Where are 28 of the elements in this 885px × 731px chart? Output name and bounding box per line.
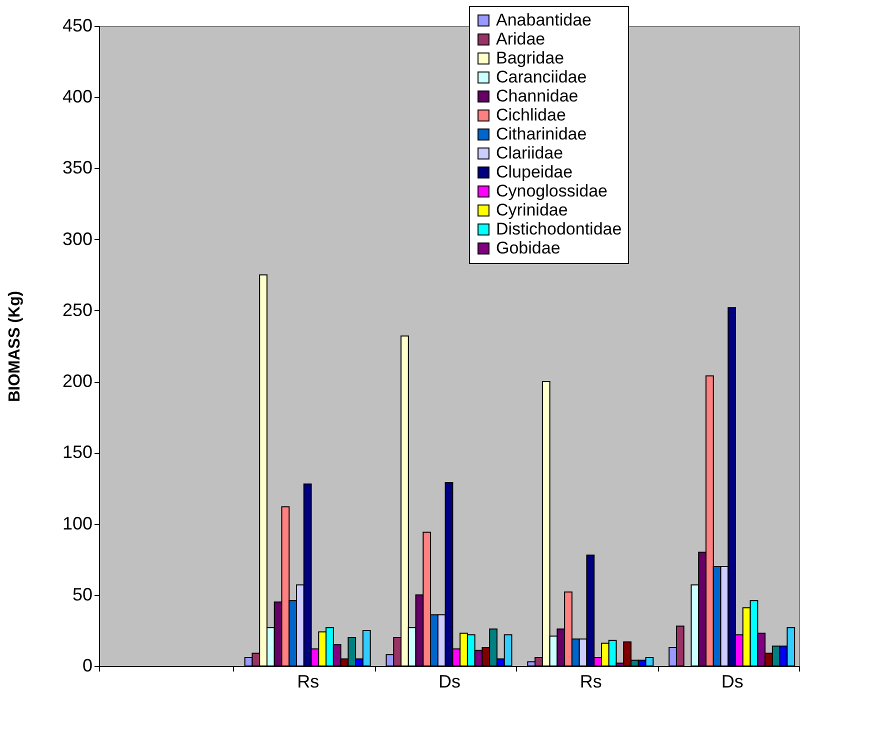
- y-tick-label: 450: [62, 16, 92, 36]
- legend-label: Cynoglossidae: [496, 182, 608, 200]
- y-tick-label: 50: [72, 584, 92, 604]
- x-tick-label: Ds: [721, 672, 744, 692]
- legend-label: Bagridae: [496, 48, 564, 68]
- y-tick-label: 350: [62, 158, 92, 178]
- legend-label: Caranciidae: [496, 68, 587, 86]
- legend-label: Citharinidae: [496, 124, 587, 144]
- legend-label: Aridae: [496, 30, 546, 48]
- y-tick-label: 250: [62, 300, 92, 320]
- x-tick-label: Rs: [297, 672, 320, 692]
- legend-label: Anabantidae: [496, 10, 592, 30]
- legend-label: Channidae: [496, 86, 578, 106]
- legend-label: Gobidae: [496, 238, 560, 258]
- legend-label: Clariidae: [496, 144, 564, 162]
- y-tick-label: 400: [62, 86, 92, 107]
- legend-label: Clupeidae: [496, 162, 573, 182]
- y-tick-label: 0: [82, 656, 92, 676]
- y-tick-label: 200: [62, 371, 92, 392]
- y-tick-label: 100: [62, 513, 92, 534]
- x-tick-label: Rs: [580, 672, 602, 692]
- legend-label: Cyrinidae: [496, 200, 568, 220]
- legend-label: Distichodontidae: [496, 220, 622, 238]
- y-axis-title: BIOMASS (Kg): [6, 290, 24, 402]
- y-tick-label: 150: [62, 442, 92, 462]
- x-tick-label: Ds: [438, 672, 460, 692]
- y-tick-label: 300: [62, 228, 92, 249]
- legend-label: Cichlidae: [496, 106, 566, 124]
